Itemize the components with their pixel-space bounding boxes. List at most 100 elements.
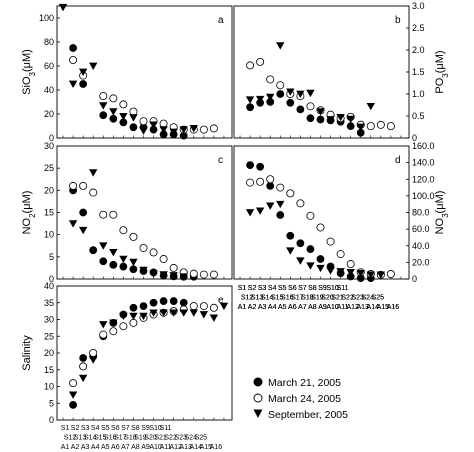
data-point bbox=[129, 318, 138, 327]
x-tick-label: S20 bbox=[144, 435, 157, 442]
x-tick-label: A16 bbox=[387, 304, 400, 311]
data-point bbox=[199, 270, 208, 279]
x-tick-label: A3 bbox=[258, 304, 267, 311]
data-point bbox=[109, 114, 118, 123]
data-point bbox=[306, 89, 315, 98]
x-tick-label: S1 bbox=[238, 285, 247, 292]
x-tick-label: A7 bbox=[298, 304, 307, 311]
x-tick-label: A2 bbox=[248, 304, 257, 311]
panel-letter: a bbox=[218, 15, 224, 26]
data-point bbox=[366, 271, 375, 279]
data-point bbox=[376, 120, 385, 129]
data-point bbox=[346, 260, 355, 269]
x-tick-label: S17 bbox=[291, 295, 304, 302]
data-point bbox=[179, 309, 188, 317]
data-point bbox=[68, 80, 78, 88]
data-point bbox=[296, 105, 305, 114]
y-tick-label: 120.0 bbox=[412, 174, 435, 184]
x-tick-label: S11 bbox=[160, 425, 172, 432]
data-point bbox=[109, 108, 118, 116]
y-tick-label: 60 bbox=[44, 61, 54, 71]
data-point bbox=[159, 297, 168, 305]
x-tick-label: S2 bbox=[248, 285, 257, 292]
data-point bbox=[109, 94, 118, 103]
x-tick-label: A15 bbox=[377, 304, 390, 311]
x-tick-label: A4 bbox=[91, 444, 100, 451]
x-tick-label: S2 bbox=[248, 285, 257, 292]
legend-label-september: September, 2005 bbox=[268, 409, 348, 421]
data-point bbox=[306, 262, 315, 270]
data-point bbox=[149, 270, 158, 278]
x-tick-label: S23 bbox=[351, 295, 364, 302]
legend-marker-march-21 bbox=[253, 377, 263, 387]
x-tick-label: A12 bbox=[346, 304, 359, 311]
y-tick-label: 40 bbox=[44, 85, 54, 95]
x-tick-label: S22 bbox=[341, 295, 354, 302]
x-tick-label: S6 bbox=[288, 285, 297, 292]
legend-label-march-21: March 21, 2005 bbox=[268, 377, 341, 389]
x-tick-label: S21 bbox=[331, 295, 344, 302]
data-point bbox=[276, 211, 285, 219]
y-tick-label: 140.0 bbox=[412, 158, 435, 168]
data-point bbox=[199, 125, 208, 134]
x-tick-label: S15 bbox=[271, 295, 284, 302]
y-tick-label: 3.0 bbox=[412, 1, 425, 11]
data-point bbox=[266, 75, 275, 84]
x-tick-label: A13 bbox=[179, 444, 192, 451]
y-axis-label: NO3(μM) bbox=[434, 191, 450, 235]
data-point bbox=[386, 270, 395, 279]
x-tick-label: S8 bbox=[131, 425, 140, 432]
x-tick-label: A8 bbox=[131, 444, 140, 451]
data-point bbox=[89, 246, 98, 255]
data-point bbox=[276, 81, 285, 90]
data-point bbox=[79, 208, 88, 217]
data-point bbox=[336, 113, 345, 122]
x-tick-label: S2 bbox=[71, 425, 80, 432]
y-tick-label: 30 bbox=[44, 315, 54, 325]
y-tick-label: 20 bbox=[44, 109, 54, 119]
x-tick-label: S13 bbox=[74, 435, 87, 442]
data-point bbox=[159, 119, 168, 128]
x-tick-label: A10 bbox=[149, 444, 162, 451]
y-axis-label: NO2(μM) bbox=[21, 191, 37, 235]
data-point bbox=[306, 102, 315, 111]
x-tick-label: A6 bbox=[111, 444, 120, 451]
series-1 bbox=[69, 181, 218, 279]
y-tick-label: 15 bbox=[44, 365, 54, 375]
y-tick-label: 80 bbox=[44, 37, 54, 47]
data-point bbox=[139, 266, 148, 275]
series-0 bbox=[246, 90, 365, 137]
panel-frame bbox=[56, 5, 233, 139]
data-point bbox=[356, 269, 365, 278]
x-tick-label: A9 bbox=[318, 304, 327, 311]
data-point bbox=[286, 247, 295, 255]
x-tick-label: A5 bbox=[278, 304, 287, 311]
data-point bbox=[119, 262, 128, 271]
data-point bbox=[336, 268, 345, 276]
x-tick-label: S19 bbox=[311, 295, 324, 302]
y-tick-label: 30 bbox=[44, 141, 54, 151]
data-point bbox=[296, 90, 305, 98]
y-tick-label: 40 bbox=[44, 281, 54, 291]
data-point bbox=[159, 255, 168, 264]
x-tick-label: A13 bbox=[356, 304, 369, 311]
data-point bbox=[199, 302, 208, 311]
x-tick-label: S1 bbox=[61, 425, 70, 432]
data-point bbox=[316, 223, 325, 232]
data-point bbox=[79, 181, 88, 190]
data-point bbox=[179, 126, 188, 134]
x-tick-label: A15 bbox=[377, 304, 390, 311]
data-point bbox=[286, 98, 295, 107]
data-point bbox=[78, 226, 88, 235]
data-point bbox=[255, 95, 265, 104]
legend-marker-september bbox=[253, 409, 263, 418]
data-point bbox=[58, 3, 68, 12]
data-point bbox=[149, 309, 158, 317]
x-tick-label: S14 bbox=[261, 295, 274, 302]
data-point bbox=[286, 189, 295, 198]
data-point bbox=[159, 271, 168, 279]
x-tick-label: S20 bbox=[321, 295, 334, 302]
y-tick-label: 15 bbox=[44, 208, 54, 218]
x-tick-label: A14 bbox=[190, 444, 203, 451]
